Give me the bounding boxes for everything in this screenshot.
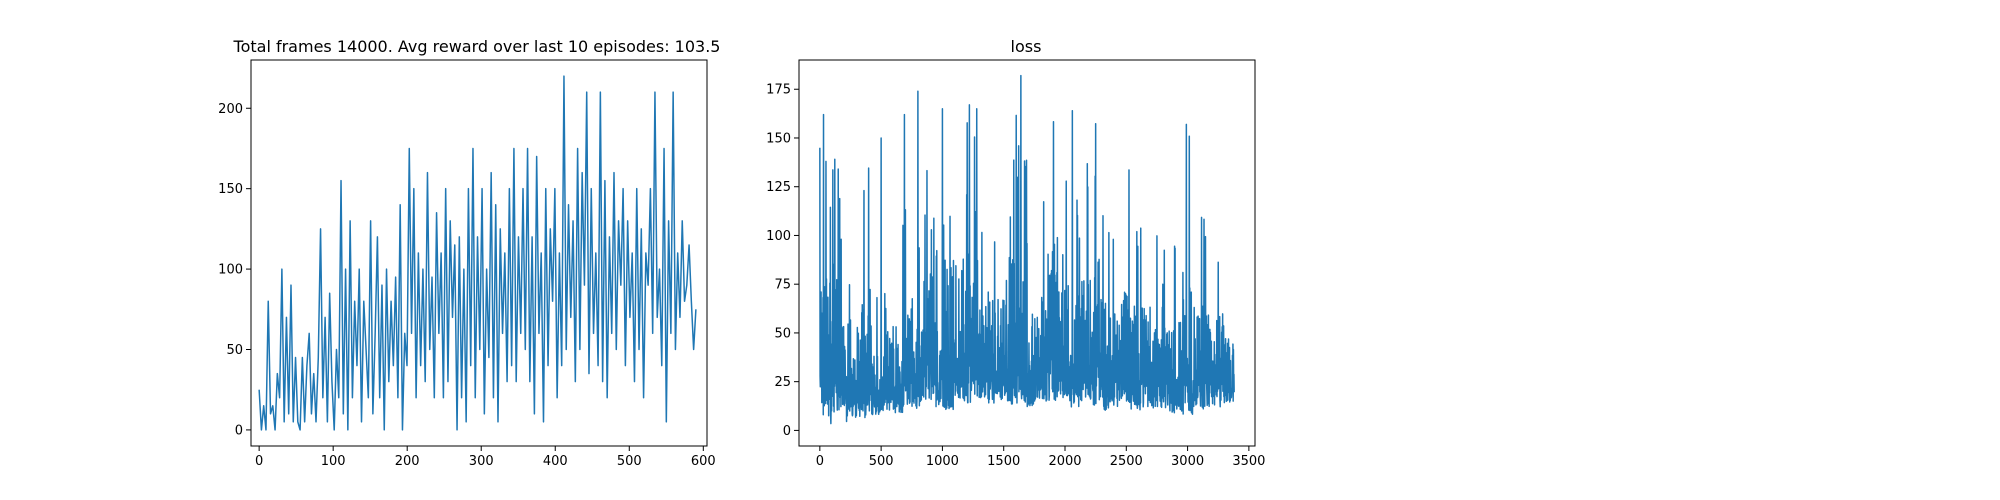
reward-series-line [258,75,697,431]
loss-y-tick-label: 0 [783,424,791,439]
loss-y-tick-label: 50 [774,326,791,341]
loss-x-tick-label: 3500 [1232,454,1265,469]
reward-x-tick-label: 100 [321,454,346,469]
reward-x-ticks: 0 100 200 300 400 500 600 [255,446,716,469]
loss-y-tick-label: 125 [766,180,791,195]
loss-plot-frame [798,59,1256,447]
reward-x-tick-label: 400 [543,454,568,469]
loss-y-tick-label: 25 [774,375,791,390]
loss-x-tick-label: 1500 [987,454,1020,469]
loss-x-tick-label: 2500 [1110,454,1143,469]
loss-y-tick-label: 175 [766,83,791,98]
loss-series-line [819,74,1235,425]
reward-x-tick-label: 200 [395,454,420,469]
reward-y-tick-label: 100 [218,263,243,278]
loss-chart: loss 0 500 1000 1500 2000 2500 3000 3500 0 25 50 7… [766,37,1265,469]
reward-x-tick-label: 0 [255,454,263,469]
reward-x-tick-label: 600 [691,454,716,469]
loss-y-tick-label: 150 [766,131,791,146]
loss-y-tick-label: 100 [766,229,791,244]
loss-chart-title: loss [1011,37,1042,56]
reward-y-tick-label: 50 [226,343,243,358]
reward-y-tick-label: 0 [235,423,243,438]
reward-x-tick-label: 500 [617,454,642,469]
reward-plot-frame [250,59,708,447]
reward-y-ticks: 0 50 100 150 200 [218,102,251,438]
loss-y-ticks: 0 25 50 75 100 125 150 175 [766,83,799,439]
loss-y-tick-label: 75 [774,278,791,293]
reward-chart-title: Total frames 14000. Avg reward over last… [233,37,721,56]
loss-x-tick-label: 1000 [926,454,959,469]
reward-x-tick-label: 300 [469,454,494,469]
reward-chart: Total frames 14000. Avg reward over last… [218,37,720,469]
loss-x-ticks: 0 500 1000 1500 2000 2500 3000 3500 [816,446,1265,469]
reward-y-tick-label: 200 [218,102,243,117]
loss-x-tick-label: 0 [816,454,824,469]
reward-y-tick-label: 150 [218,182,243,197]
loss-x-tick-label: 3000 [1171,454,1204,469]
loss-x-tick-label: 2000 [1048,454,1081,469]
loss-x-tick-label: 500 [869,454,894,469]
